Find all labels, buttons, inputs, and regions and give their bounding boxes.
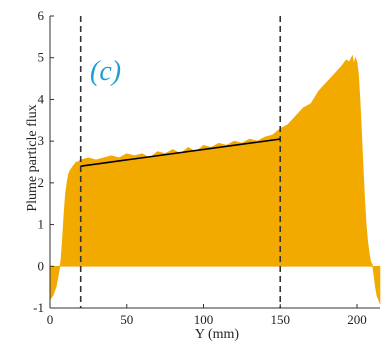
fit-line-layer	[80, 138, 281, 167]
y-axis-label: Plume particle flux	[25, 104, 40, 211]
y-tick-label--1: -1	[33, 300, 44, 315]
x-axis-label: Y (mm)	[195, 327, 240, 342]
y-tick-label-1: 1	[38, 217, 45, 232]
y-tick-label-3: 3	[38, 133, 45, 148]
y-tick-label-6: 6	[38, 8, 45, 23]
vertical-lines-layer	[79, 16, 282, 308]
fit-line	[80, 138, 281, 167]
x-tick-label-150: 150	[270, 312, 290, 327]
x-tick-label-50: 50	[120, 312, 133, 327]
x-tick-label-0: 0	[47, 312, 54, 327]
x-tick-label-100: 100	[194, 312, 214, 327]
area-layer	[49, 54, 381, 304]
panel-label: (c)	[90, 56, 121, 87]
flux-area-series-0	[49, 54, 381, 304]
y-tick-label-2: 2	[38, 175, 45, 190]
y-tick-label-5: 5	[38, 50, 45, 65]
y-tick-label-0: 0	[38, 258, 45, 273]
axes-layer	[49, 16, 380, 309]
y-tick-label-4: 4	[38, 91, 45, 106]
x-tick-label-200: 200	[347, 312, 367, 327]
